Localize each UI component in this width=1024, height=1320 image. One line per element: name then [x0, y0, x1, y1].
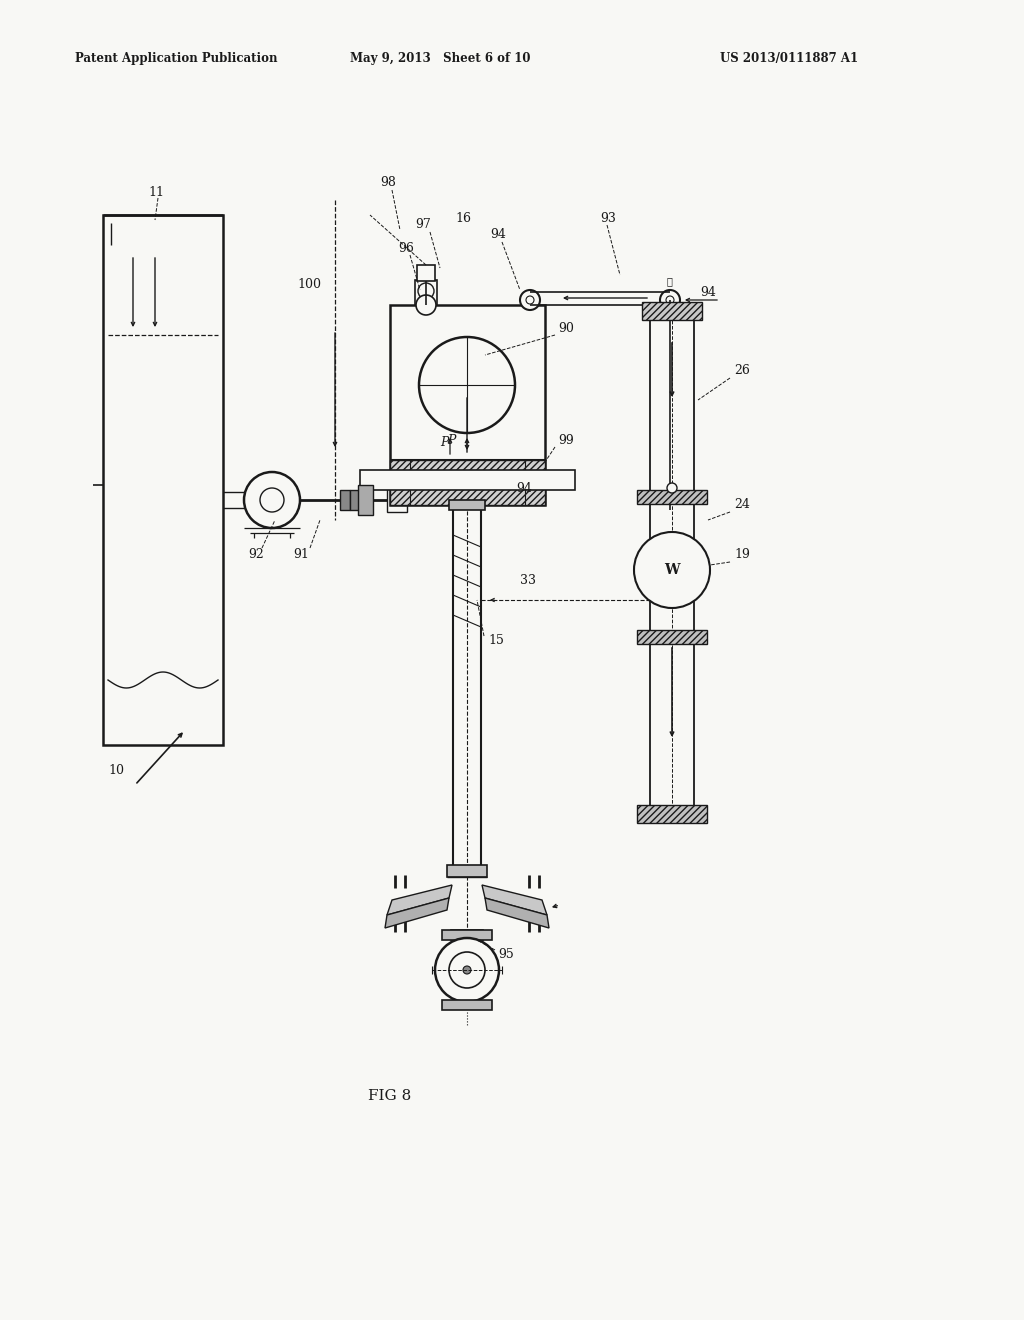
Bar	[103, 215, 223, 744]
Text: 26: 26	[734, 363, 750, 376]
Polygon shape	[387, 884, 452, 915]
Polygon shape	[482, 884, 547, 915]
Text: 19: 19	[734, 549, 750, 561]
Circle shape	[419, 337, 515, 433]
Text: 94: 94	[490, 228, 506, 242]
Bar	[360, 470, 575, 490]
Bar	[390, 459, 545, 506]
Circle shape	[666, 296, 674, 304]
Bar	[637, 630, 707, 644]
Text: 91: 91	[293, 549, 309, 561]
Text: 96: 96	[398, 242, 414, 255]
Circle shape	[416, 294, 436, 315]
Bar	[442, 931, 492, 940]
Circle shape	[260, 488, 284, 512]
Text: P: P	[447, 433, 456, 446]
Bar	[350, 490, 360, 510]
Text: US 2013/0111887 A1: US 2013/0111887 A1	[720, 51, 858, 65]
Bar	[417, 265, 435, 281]
Bar	[637, 805, 707, 822]
Text: 24: 24	[734, 499, 750, 511]
Text: 10: 10	[108, 763, 124, 776]
Text: 94: 94	[516, 482, 531, 495]
Bar	[415, 280, 437, 305]
Text: W: W	[665, 564, 680, 577]
Text: 98: 98	[380, 177, 396, 190]
Circle shape	[418, 282, 434, 300]
Text: P: P	[440, 436, 449, 449]
Circle shape	[660, 290, 680, 310]
Text: 100: 100	[297, 279, 321, 292]
Text: 16: 16	[455, 211, 471, 224]
Circle shape	[526, 296, 534, 304]
Circle shape	[463, 966, 471, 974]
Text: 90: 90	[558, 322, 573, 334]
Bar	[642, 302, 702, 319]
Bar	[390, 305, 545, 506]
Bar	[637, 490, 707, 504]
Text: 11: 11	[148, 186, 164, 198]
Text: 97: 97	[415, 219, 431, 231]
Text: 95: 95	[498, 949, 514, 961]
Circle shape	[449, 952, 485, 987]
Bar	[358, 484, 373, 515]
Text: 15: 15	[488, 634, 504, 647]
Circle shape	[667, 483, 677, 492]
Circle shape	[435, 939, 499, 1002]
Bar	[387, 488, 407, 512]
Text: 99: 99	[558, 433, 573, 446]
Bar	[449, 500, 485, 510]
Circle shape	[244, 473, 300, 528]
Text: 93: 93	[600, 211, 615, 224]
Bar	[447, 865, 487, 876]
Polygon shape	[485, 898, 549, 928]
Text: 33: 33	[520, 573, 536, 586]
Text: ⌒: ⌒	[667, 277, 673, 286]
Text: FIG 8: FIG 8	[369, 1089, 412, 1104]
Polygon shape	[385, 898, 449, 928]
Bar	[451, 931, 483, 940]
Text: May 9, 2013   Sheet 6 of 10: May 9, 2013 Sheet 6 of 10	[350, 51, 530, 65]
Bar	[340, 490, 350, 510]
Circle shape	[634, 532, 710, 609]
Circle shape	[520, 290, 540, 310]
Text: Patent Application Publication: Patent Application Publication	[75, 51, 278, 65]
Text: 94: 94	[700, 285, 716, 298]
Bar	[442, 1001, 492, 1010]
Text: 92: 92	[248, 549, 264, 561]
